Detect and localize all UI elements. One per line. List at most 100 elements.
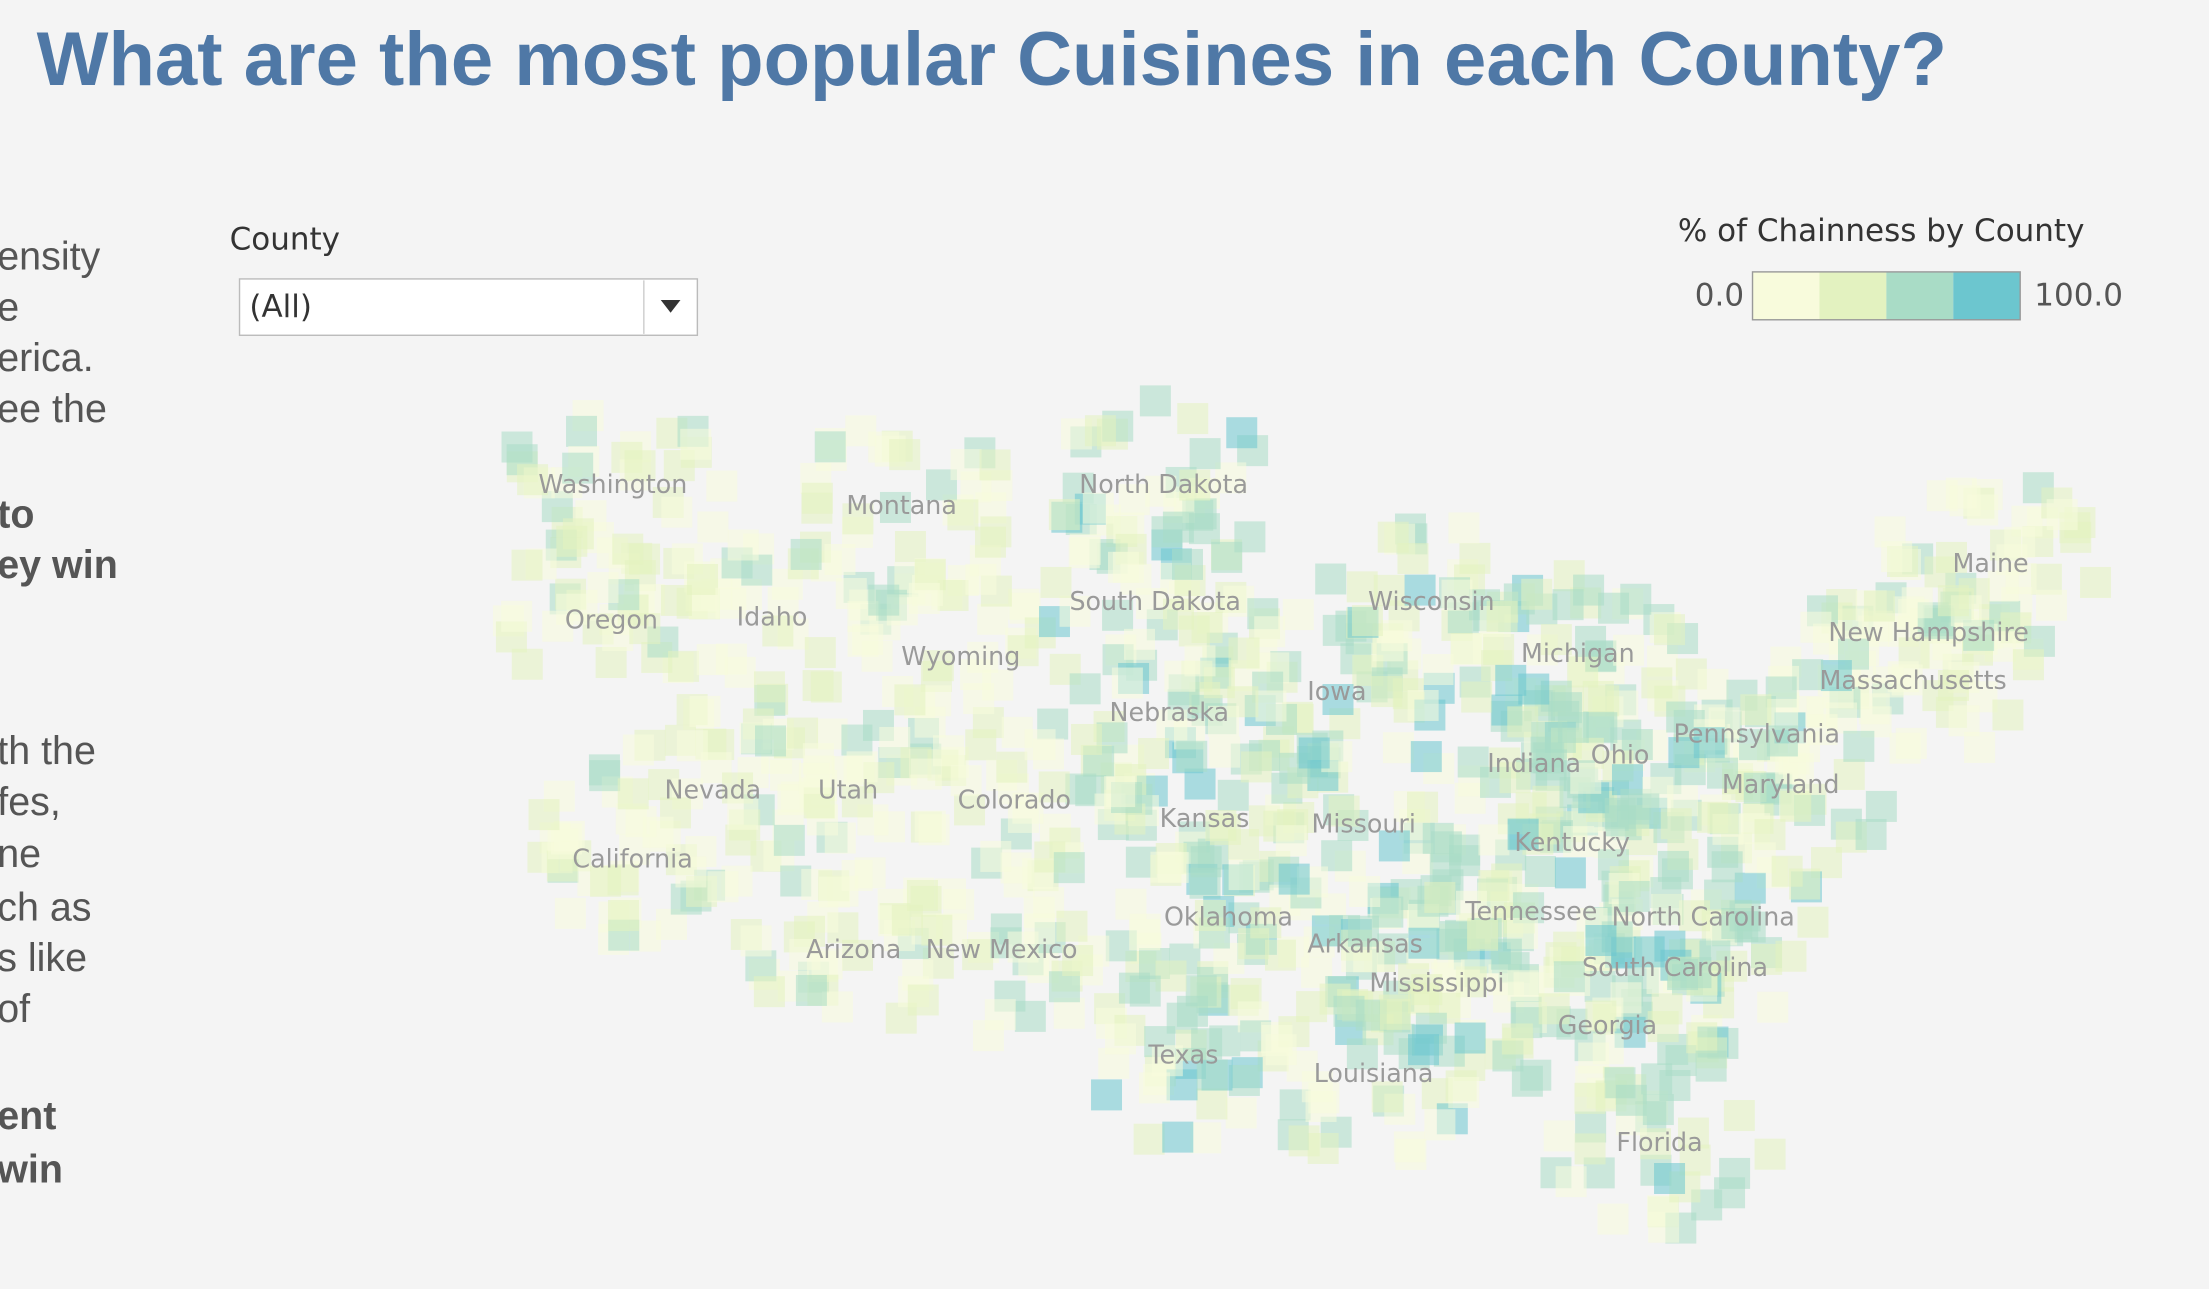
county-square	[1196, 1059, 1228, 1091]
county-square	[962, 939, 994, 971]
county-square	[2046, 499, 2078, 531]
state-label: South Carolina	[1582, 952, 1768, 982]
county-square	[1315, 563, 1347, 595]
county-square	[922, 650, 954, 682]
county-square	[1162, 1121, 1194, 1153]
county-square	[1111, 667, 1143, 699]
county-square	[1008, 588, 1040, 620]
county-square	[1686, 1022, 1718, 1054]
county-square	[1865, 790, 1897, 822]
state-label: Wisconsin	[1368, 586, 1495, 616]
county-square	[1648, 1211, 1680, 1243]
county-square	[1766, 725, 1798, 757]
county-square	[1881, 541, 1913, 573]
county-square	[1179, 469, 1211, 501]
county-square	[821, 991, 853, 1023]
state-labels: Washington Montana North Dakota Oregon Idaho…	[538, 469, 2028, 1157]
county-square	[1255, 690, 1287, 722]
county-square	[762, 615, 794, 647]
county-square	[1069, 673, 1101, 705]
county-square	[1461, 681, 1493, 713]
county-square	[894, 684, 926, 716]
county-square	[845, 415, 877, 447]
county-square	[801, 482, 833, 514]
county-square	[977, 603, 1009, 635]
county-square	[1757, 991, 1789, 1023]
county-square	[1554, 857, 1586, 889]
county-square	[1967, 494, 1999, 526]
county-square	[1855, 818, 1887, 850]
county-square	[798, 762, 830, 794]
county-square	[1194, 899, 1226, 931]
legend-swatch	[1886, 271, 1954, 320]
dropdown-arrow[interactable]	[660, 300, 681, 313]
county-square	[1524, 855, 1556, 887]
county-square	[2036, 589, 2068, 621]
county-square	[846, 751, 878, 783]
county-square	[1618, 880, 1650, 912]
county-square	[1598, 592, 1630, 624]
legend-swatch	[1819, 271, 1887, 320]
county-square	[1007, 801, 1039, 833]
county-square	[1744, 842, 1776, 874]
county-square	[1992, 699, 2024, 731]
side-text-line: ee the	[0, 387, 107, 431]
county-square	[1987, 570, 2019, 602]
county-square	[707, 871, 739, 903]
county-square	[1948, 705, 1980, 737]
title: What are the most popular Cuisines in ea…	[37, 17, 1947, 102]
county-square	[528, 799, 560, 831]
county-square	[2012, 649, 2044, 681]
state-label: Utah	[818, 775, 878, 805]
county-square	[907, 984, 939, 1016]
county-square	[753, 976, 785, 1008]
county-square	[963, 683, 995, 715]
county-square	[722, 772, 754, 804]
county-square	[517, 464, 549, 496]
county-square	[624, 450, 656, 482]
county-square	[1000, 852, 1032, 884]
county-square	[1507, 970, 1539, 1002]
county-square	[1349, 876, 1381, 908]
county-square	[1532, 785, 1564, 817]
county-square	[680, 428, 712, 460]
county-square	[1328, 795, 1360, 827]
state-label: Washington	[538, 469, 687, 499]
county-square	[1588, 685, 1620, 717]
county-square	[1261, 1024, 1293, 1056]
state-label: Idaho	[737, 601, 808, 631]
county-square	[562, 518, 594, 550]
side-text-line: ey win	[0, 543, 118, 587]
county-square	[1189, 438, 1221, 470]
county-square	[1926, 480, 1958, 512]
county-dropdown[interactable]	[238, 278, 699, 336]
county-square	[1654, 614, 1686, 646]
county-square	[1780, 790, 1812, 822]
state-label: Texas	[1147, 1040, 1218, 1070]
state-label: Oregon	[565, 604, 658, 634]
legend-border	[1751, 271, 2021, 321]
county-square	[1346, 571, 1378, 603]
county-square	[1486, 600, 1518, 632]
county-square	[1129, 919, 1161, 951]
county-square	[554, 897, 586, 929]
county-square	[954, 794, 986, 826]
county-square	[2080, 566, 2112, 598]
county-square	[1843, 730, 1875, 762]
county-square	[1454, 1022, 1486, 1054]
county-square	[1151, 516, 1183, 548]
county-square	[1138, 738, 1170, 770]
county-square	[1937, 585, 1969, 617]
county-square	[1196, 1088, 1228, 1120]
county-square	[1407, 689, 1439, 721]
state-label: New Mexico	[926, 934, 1078, 964]
county-square	[1209, 736, 1241, 768]
county-square	[979, 449, 1011, 481]
county-square	[1563, 826, 1595, 858]
county-square	[1275, 825, 1307, 857]
state-label: Kentucky	[1514, 827, 1630, 857]
county-square	[607, 900, 639, 932]
county-square	[1771, 855, 1803, 887]
county-square	[1321, 840, 1353, 872]
county-square	[1115, 888, 1147, 920]
